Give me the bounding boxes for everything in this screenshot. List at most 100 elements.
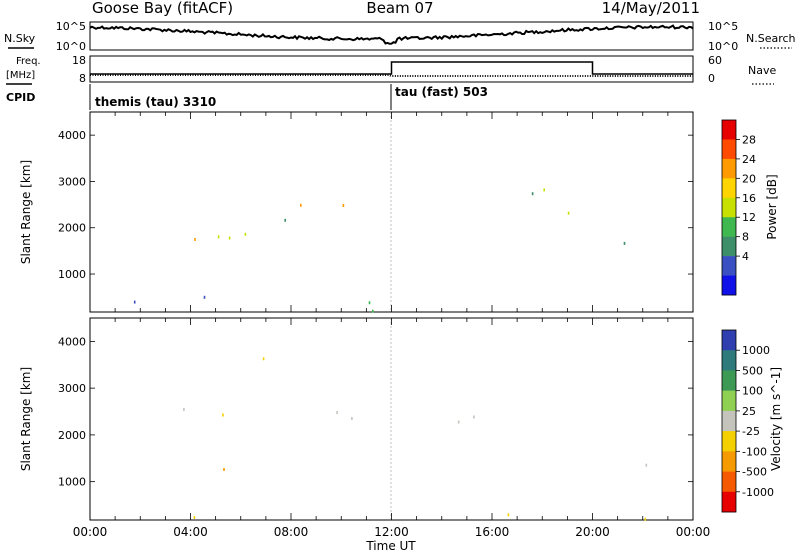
data-cell xyxy=(300,203,302,207)
velocity-ylabel: Slant Range [km] xyxy=(19,367,33,471)
data-cell xyxy=(262,357,265,361)
time-tick-label: 08:00 xyxy=(274,525,309,539)
colorbar-box xyxy=(722,275,736,296)
data-cell xyxy=(244,232,247,236)
colorbar-tick-label: 500 xyxy=(742,364,763,377)
time-axis-labels: 00:00 04:00 08:00 12:00 16:00 20:00 00:00 xyxy=(73,525,711,539)
nave-tick-top: 60 xyxy=(708,54,722,67)
colorbar-box xyxy=(722,256,736,276)
nave-label: Nave xyxy=(748,64,776,77)
range-tick-label: 4000 xyxy=(58,129,86,142)
data-cell xyxy=(473,415,475,419)
velocity-y-axis: 1000 2000 3000 4000 xyxy=(58,335,693,489)
velocity-panel: 1000 2000 3000 4000 Slant Range [km] xyxy=(19,317,694,521)
beam-title: Beam 07 xyxy=(366,0,433,17)
nave-tick-bottom: 0 xyxy=(708,72,715,85)
nsky-label: N.Sky xyxy=(4,32,36,45)
freq-label-2: [MHz] xyxy=(6,70,35,81)
colorbar-box xyxy=(722,350,736,371)
cpid-label: CPID xyxy=(6,91,35,104)
colorbar-tick-label: 28 xyxy=(742,133,756,146)
data-cell xyxy=(193,516,196,519)
colorbar-tick-label: -1000 xyxy=(742,486,774,499)
power-panel: 1000 2000 3000 4000 Slant Range [km] xyxy=(19,111,694,313)
velocity-colorbar-ticks: 1000 500 100 25 -25 -100 -500 -1000 xyxy=(736,344,774,499)
colorbar-tick-label: 8 xyxy=(742,231,749,244)
cpid-strip: CPID themis (tau) 3310 tau (fast) 503 xyxy=(6,84,488,110)
data-cell xyxy=(133,300,136,304)
power-colorbar-label: Power [dB] xyxy=(765,174,779,239)
data-cell xyxy=(644,517,647,521)
cpid-segment-1: themis (tau) 3310 xyxy=(95,95,216,109)
data-cell xyxy=(507,513,510,517)
station-title: Goose Bay (fitACF) xyxy=(92,0,233,17)
range-tick-label: 3000 xyxy=(58,382,86,395)
data-cell xyxy=(194,238,196,241)
power-colorbar-ticks: 28 24 20 16 12 8 4 xyxy=(736,133,756,263)
colorbar-tick-label: 12 xyxy=(742,211,756,224)
range-tick-label: 1000 xyxy=(58,476,86,489)
data-cell xyxy=(351,417,353,420)
data-cell xyxy=(223,468,225,471)
colorbar-tick-label: 1000 xyxy=(742,344,770,357)
data-cell xyxy=(228,236,231,240)
nsky-tick-bottom: 10^0 xyxy=(56,40,86,53)
velocity-x-ticks xyxy=(89,318,694,520)
data-cell xyxy=(217,235,220,239)
power-colorbar: 28 24 20 16 12 8 4 Power [dB] xyxy=(721,119,779,296)
date-title: 14/May/2011 xyxy=(602,0,700,17)
time-tick-label: 20:00 xyxy=(575,525,610,539)
data-cell xyxy=(543,188,545,192)
range-tick-label: 2000 xyxy=(58,222,86,235)
data-cell xyxy=(531,192,534,196)
data-cell xyxy=(336,411,338,415)
power-colorbar-boxes xyxy=(722,120,736,296)
colorbar-box xyxy=(722,370,736,391)
colorbar-tick-label: 100 xyxy=(742,385,763,398)
colorbar-box xyxy=(722,471,736,493)
colorbar-box xyxy=(722,390,736,412)
freq-panel: Freq. [MHz] 18 8 60 0 Nave xyxy=(6,54,776,85)
colorbar-box xyxy=(722,217,736,237)
nsearch-tick-top: 10^5 xyxy=(708,20,738,33)
cpid-segment-2: tau (fast) 503 xyxy=(395,85,488,99)
colorbar-tick-label: 4 xyxy=(742,250,749,263)
time-tick-label: 00:00 xyxy=(676,525,711,539)
velocity-colorbar: 1000 500 100 25 -25 -100 -500 -1000 Velocity [m… xyxy=(721,329,783,513)
freq-tick-top: 18 xyxy=(72,54,86,67)
time-tick-label: 12:00 xyxy=(374,525,409,539)
data-cell xyxy=(222,413,224,417)
power-x-ticks xyxy=(89,112,694,312)
nsky-panel: N.Sky 10^5 10^0 10^5 10^0 N.Search xyxy=(4,20,796,53)
range-tick-label: 3000 xyxy=(58,175,86,188)
freq-label-1: Freq. xyxy=(16,56,41,67)
colorbar-box xyxy=(722,236,736,257)
time-tick-label: 00:00 xyxy=(73,525,108,539)
nsearch-tick-bottom: 10^0 xyxy=(708,40,738,53)
nsky-tick-top: 10^5 xyxy=(56,20,86,33)
data-cell xyxy=(183,408,185,411)
colorbar-tick-label: 24 xyxy=(742,153,756,166)
colorbar-tick-label: 25 xyxy=(742,405,756,418)
colorbar-box xyxy=(722,178,736,199)
colorbar-box xyxy=(722,197,736,218)
data-cell xyxy=(645,463,648,467)
time-tick-label: 16:00 xyxy=(475,525,510,539)
colorbar-box xyxy=(722,451,736,472)
data-cell xyxy=(567,211,570,215)
colorbar-box xyxy=(722,139,736,160)
velocity-data-layer xyxy=(183,357,648,521)
colorbar-tick-label: 20 xyxy=(742,172,756,185)
data-cell xyxy=(457,420,460,424)
colorbar-box xyxy=(722,431,736,452)
colorbar-box xyxy=(722,120,736,140)
freq-tick-bottom: 8 xyxy=(79,72,86,85)
data-cell xyxy=(372,309,374,313)
range-tick-label: 4000 xyxy=(58,335,86,348)
range-tick-label: 2000 xyxy=(58,429,86,442)
velocity-colorbar-label-text: Velocity [m s^-1] xyxy=(769,367,783,471)
colorbar-box xyxy=(722,410,736,432)
data-cell xyxy=(203,295,206,299)
range-tick-label: 1000 xyxy=(58,268,86,281)
